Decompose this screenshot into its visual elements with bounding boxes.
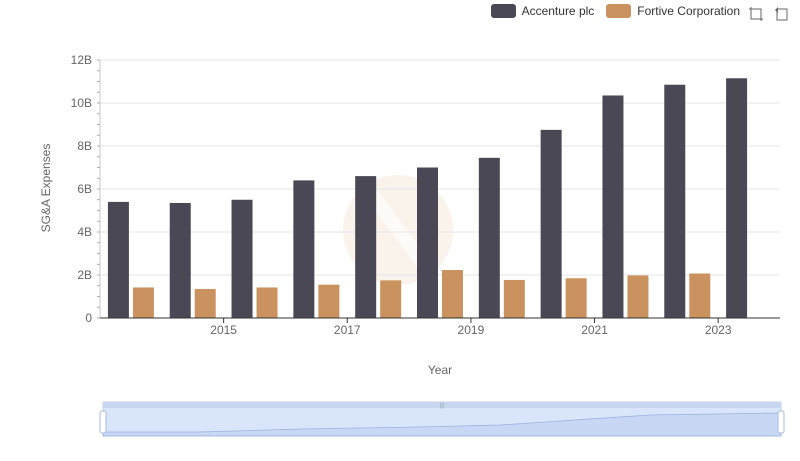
y-tick-label: 6B: [77, 182, 92, 196]
bar-accenture-2021[interactable]: [540, 129, 562, 318]
bar-fortive-2018[interactable]: [380, 280, 402, 318]
legend-swatch-fortive: [606, 4, 632, 18]
legend: Accenture plc Fortive Corporation: [490, 4, 740, 18]
bar-accenture-2016[interactable]: [231, 199, 253, 318]
bar-accenture-2023[interactable]: [664, 84, 686, 318]
bar-fortive-2017[interactable]: [318, 284, 340, 318]
zoom-icon[interactable]: [748, 6, 764, 22]
bar-fortive-2021[interactable]: [565, 278, 587, 318]
x-tick-label: 2017: [334, 323, 361, 337]
toolbox: [748, 6, 790, 22]
bar-fortive-2019[interactable]: [442, 270, 463, 318]
bar-accenture-2017[interactable]: [293, 180, 315, 318]
y-tick-label: 4B: [77, 225, 92, 239]
y-tick-label: 12B: [71, 53, 92, 67]
bar-fortive-2016[interactable]: [256, 287, 278, 318]
legend-swatch-accenture: [490, 4, 516, 18]
restore-icon[interactable]: [774, 6, 790, 22]
x-tick-label: 2019: [458, 323, 485, 337]
y-tick-label: 0: [85, 311, 92, 325]
bar-accenture-2020[interactable]: [478, 157, 500, 318]
x-tick-label: 2015: [210, 323, 237, 337]
data-zoom-top-bar[interactable]: [103, 402, 781, 408]
bar-fortive-2023[interactable]: [689, 273, 711, 318]
x-tick-label: 2023: [705, 323, 732, 337]
bar-accenture-2019[interactable]: [417, 167, 438, 319]
legend-label-fortive: Fortive Corporation: [637, 4, 740, 18]
data-zoom-slider[interactable]: |||: [99, 401, 785, 437]
legend-item-fortive[interactable]: Fortive Corporation: [606, 4, 740, 18]
data-zoom-handle-left[interactable]: [99, 410, 107, 434]
data-zoom-handle-right[interactable]: [777, 410, 785, 434]
bar-fortive-2020[interactable]: [503, 279, 525, 318]
data-zoom-preview: [102, 412, 782, 437]
x-axis-label: Year: [428, 363, 452, 377]
bar-accenture-2014[interactable]: [107, 201, 129, 318]
y-axis-label: SG&A Expenses: [39, 144, 53, 233]
bar-accenture-2015[interactable]: [169, 202, 191, 318]
bar-accenture-2024[interactable]: [726, 78, 748, 319]
bar-accenture-2022[interactable]: [602, 95, 624, 318]
bar-accenture-2018[interactable]: [355, 176, 377, 318]
bar-fortive-2022[interactable]: [627, 275, 649, 318]
legend-label-accenture: Accenture plc: [521, 4, 595, 18]
y-tick-label: 8B: [77, 139, 92, 153]
legend-item-accenture[interactable]: Accenture plc: [490, 4, 595, 18]
data-zoom-grip-icon: |||: [440, 403, 445, 409]
x-tick-label: 2021: [581, 323, 608, 337]
bar-fortive-2014[interactable]: [132, 287, 154, 318]
y-tick-label: 2B: [77, 268, 92, 282]
y-tick-label: 10B: [71, 96, 92, 110]
bar-fortive-2015[interactable]: [194, 288, 216, 318]
